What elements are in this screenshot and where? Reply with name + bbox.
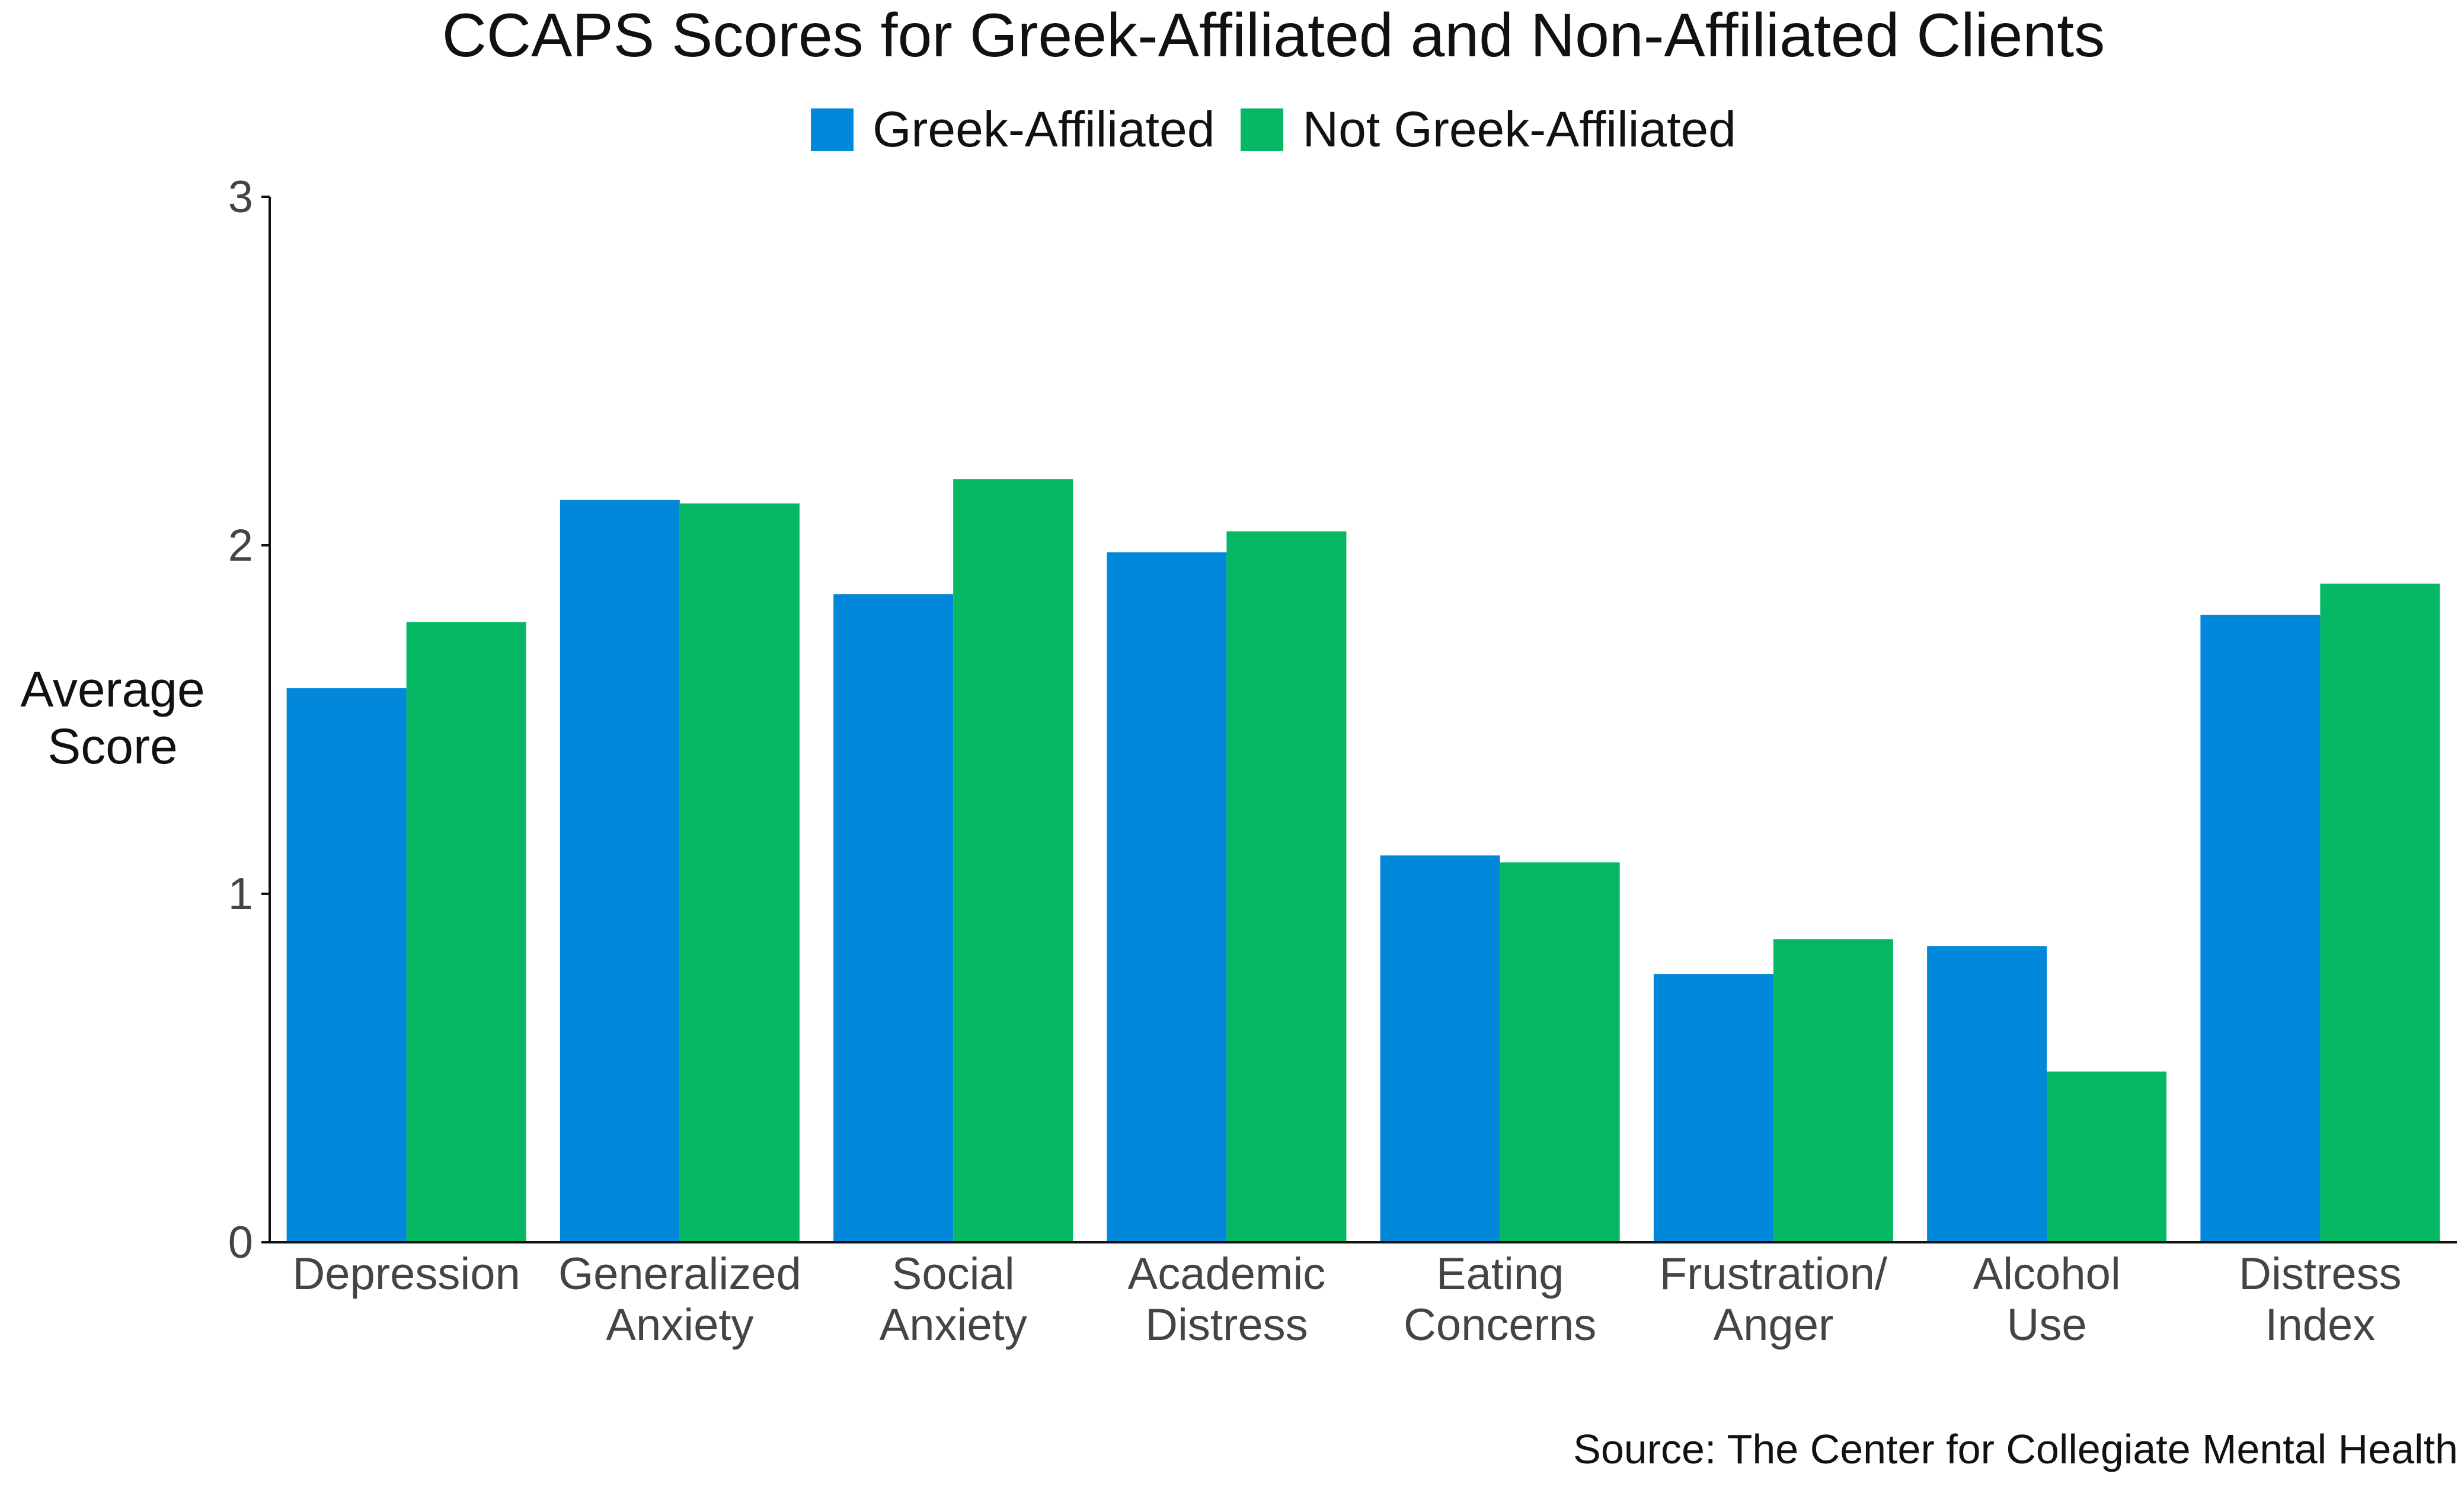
bar-not-greek	[1773, 939, 1893, 1242]
bar-not-greek	[406, 622, 526, 1242]
y-tick-label: 3	[228, 172, 253, 222]
chart-title: CCAPS Scores for Greek-Affiliated and No…	[442, 1, 2105, 70]
x-tick-label: Index	[2265, 1300, 2375, 1350]
x-tick-label: Anxiety	[880, 1300, 1027, 1350]
bar-not-greek	[1500, 862, 1620, 1242]
x-tick-label: Frustration/	[1660, 1249, 1888, 1299]
x-tick-label: Concerns	[1404, 1300, 1596, 1350]
legend-swatch-not-greek	[1241, 108, 1284, 151]
legend-item-not-greek: Not Greek-Affiliated	[1241, 101, 1736, 158]
source-note: Source: The Center for Collegiate Mental…	[1573, 1426, 2458, 1472]
bar-greek	[286, 688, 407, 1242]
bar-greek	[560, 500, 680, 1242]
y-tick-label: 0	[228, 1217, 253, 1268]
x-tick-label: Social	[892, 1249, 1015, 1299]
bar-greek	[1380, 855, 1500, 1242]
x-tick-label: Anger	[1713, 1300, 1833, 1350]
y-axis-title: Average Score	[0, 661, 225, 775]
x-tick-label: Alcohol	[1973, 1249, 2120, 1299]
y-axis-title-line: Score	[47, 718, 178, 774]
legend-label-greek: Greek-Affiliated	[873, 101, 1215, 157]
legend: Greek-Affiliated Not Greek-Affiliated	[0, 101, 2464, 158]
x-tick-label: Eating	[1436, 1249, 1564, 1299]
x-tick-label: Distress	[1145, 1300, 1308, 1350]
bar-greek	[1927, 946, 2047, 1242]
bar-not-greek	[2047, 1071, 2167, 1242]
x-tick-label: Generalized	[558, 1249, 801, 1299]
bar-not-greek	[953, 479, 1073, 1242]
bar-not-greek	[2320, 583, 2440, 1243]
x-tick-label: Use	[2007, 1300, 2087, 1350]
legend-item-greek: Greek-Affiliated	[811, 101, 1215, 158]
y-tick-label: 2	[228, 520, 253, 571]
x-tick-label: Distress	[2239, 1249, 2401, 1299]
x-tick-label: Anxiety	[606, 1300, 753, 1350]
legend-swatch-greek	[811, 108, 854, 151]
y-tick-label: 1	[228, 869, 253, 919]
x-tick-label: Academic	[1128, 1249, 1326, 1299]
y-axis-title-line: Average	[20, 661, 205, 717]
bar-greek	[2200, 615, 2321, 1242]
x-tick-label: Depression	[292, 1249, 520, 1299]
bar-not-greek	[679, 503, 800, 1243]
bar-greek	[1653, 974, 1773, 1242]
bar-greek	[1107, 552, 1227, 1242]
bar-greek	[833, 594, 954, 1242]
legend-label-not-greek: Not Greek-Affiliated	[1302, 101, 1736, 157]
bar-not-greek	[1226, 531, 1347, 1242]
